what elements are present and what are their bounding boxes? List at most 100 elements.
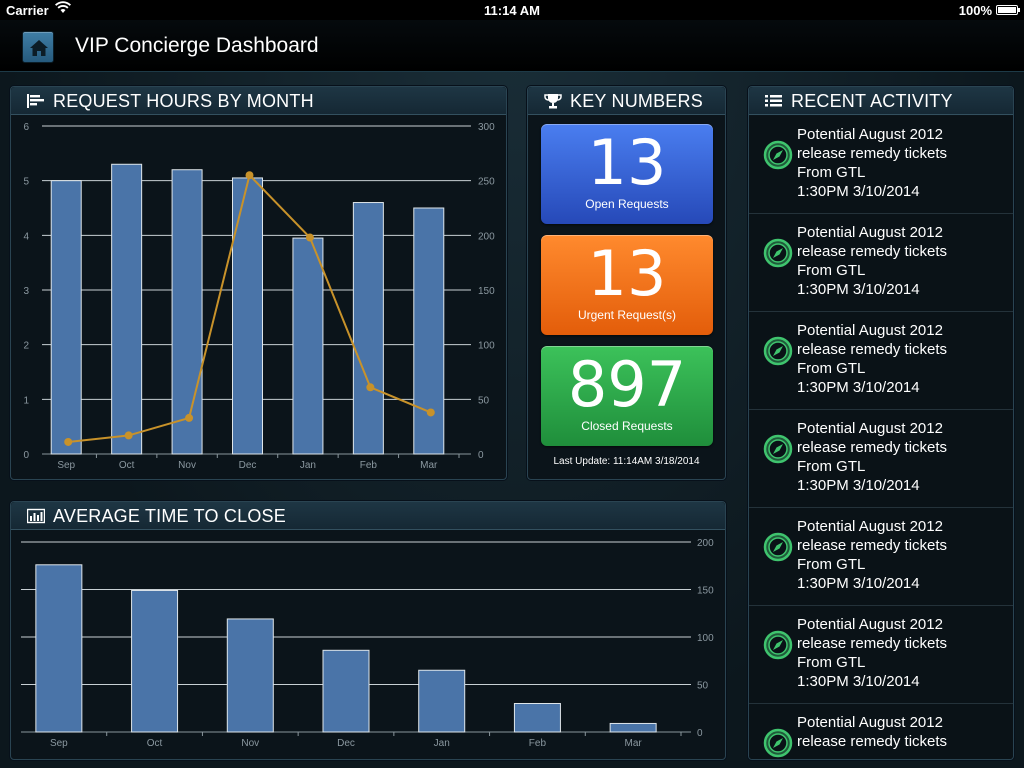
activity-timestamp: 1:30PM 3/10/2014 (797, 379, 920, 396)
activity-text: Potential August 2012 release remedy tick… (797, 321, 1007, 397)
key-numbers-header: KEY NUMBERS (528, 87, 725, 115)
recent-activity-panel: RECENT ACTIVITY Potential August 2012 rel… (748, 86, 1014, 760)
x-tick-label: Nov (178, 460, 196, 471)
open-requests-tile[interactable]: 13 Open Requests (541, 124, 713, 224)
activity-item[interactable]: Potential August 2012 release remedy tick… (749, 214, 1013, 312)
nav-bar: VIP Concierge Dashboard (0, 20, 1024, 72)
activity-item[interactable]: Potential August 2012 release remedy tick… (749, 704, 1013, 759)
trophy-icon (544, 94, 562, 109)
compass-icon (763, 434, 793, 464)
bar (418, 669, 466, 733)
x-tick-label: Oct (147, 738, 163, 749)
y-right-tick-label: 50 (697, 681, 709, 692)
bar (111, 163, 143, 455)
x-tick-label: Sep (57, 460, 75, 471)
bar (35, 564, 83, 733)
activity-text: Potential August 2012 release remedy tick… (797, 419, 1007, 495)
activity-item[interactable]: Potential August 2012 release remedy tick… (749, 116, 1013, 214)
carrier-label: Carrier (6, 3, 49, 18)
home-button[interactable] (22, 31, 54, 63)
x-tick-label: Oct (119, 460, 135, 471)
compass-icon (763, 532, 793, 562)
activity-source: From GTL (797, 360, 866, 377)
activity-source: From GTL (797, 654, 866, 671)
activity-text: Potential August 2012 release remedy tick… (797, 615, 1007, 691)
average-time-chart: 0 50 100 150 200 Sep Oct Nov Dec Jan Feb Mar (21, 538, 714, 749)
request-hours-chart: 0 1 2 3 4 5 6 0 50 100 150 200 250 300 Sep Oct Nov Dec Jan… (23, 122, 495, 471)
activity-timestamp: 1:30PM 3/10/2014 (797, 477, 920, 494)
bar (131, 589, 179, 733)
y-right-tick-label: 100 (478, 341, 495, 352)
y-right-tick-label: 100 (697, 633, 714, 644)
closed-requests-label: Closed Requests (581, 419, 673, 433)
bar (226, 618, 274, 733)
x-tick-label: Dec (337, 738, 355, 749)
activity-text: Potential August 2012 release remedy tick… (797, 223, 1007, 299)
activity-title-line2: release remedy tickets (797, 243, 948, 260)
activity-item[interactable]: Potential August 2012 release remedy tick… (749, 508, 1013, 606)
activity-timestamp: 1:30PM 3/10/2014 (797, 673, 920, 690)
activity-title-line2: release remedy tickets (797, 733, 948, 750)
y-right-tick-label: 150 (697, 586, 714, 597)
compass-icon (763, 630, 793, 660)
list-icon (765, 95, 782, 107)
activity-timestamp: 1:30PM 3/10/2014 (797, 183, 920, 200)
bar (413, 207, 445, 455)
y-left-tick-label: 0 (23, 450, 29, 461)
request-hours-title: REQUEST HOURS BY MONTH (53, 91, 314, 111)
activity-title-line1: Potential August 2012 (797, 322, 943, 339)
activity-title-line1: Potential August 2012 (797, 224, 943, 241)
y-right-tick-label: 0 (478, 450, 484, 461)
activity-title-line2: release remedy tickets (797, 341, 948, 358)
activity-source: From GTL (797, 556, 866, 573)
bar (292, 237, 324, 455)
y-left-tick-label: 5 (23, 177, 29, 188)
activity-title-line2: release remedy tickets (797, 635, 948, 652)
average-time-title: AVERAGE TIME TO CLOSE (53, 506, 286, 526)
activity-title-line2: release remedy tickets (797, 537, 948, 554)
y-left-tick-label: 1 (23, 395, 29, 406)
compass-icon (763, 238, 793, 268)
battery-percent: 100% (958, 3, 992, 18)
bar (50, 180, 82, 455)
activity-item[interactable]: Potential August 2012 release remedy tick… (749, 312, 1013, 410)
y-right-tick-label: 250 (478, 177, 495, 188)
x-tick-label: Feb (360, 460, 378, 471)
urgent-requests-tile[interactable]: 13 Urgent Request(s) (541, 235, 713, 335)
bar (352, 202, 384, 455)
battery-icon (996, 5, 1020, 15)
activity-item[interactable]: Potential August 2012 release remedy tick… (749, 410, 1013, 508)
activity-timestamp: 1:30PM 3/10/2014 (797, 575, 920, 592)
bar (513, 703, 561, 733)
activity-source: From GTL (797, 262, 866, 279)
key-numbers-panel: KEY NUMBERS 13 Open Requests 13 Urgent R… (527, 86, 726, 480)
y-left-tick-label: 4 (23, 231, 29, 242)
activity-source: From GTL (797, 458, 866, 475)
status-bar: Carrier 11:14 AM 100% (0, 0, 1024, 20)
urgent-requests-count: 13 (587, 237, 667, 310)
compass-icon (763, 728, 793, 758)
urgent-requests-label: Urgent Request(s) (577, 308, 677, 322)
compass-icon (763, 140, 793, 170)
activity-item[interactable]: Potential August 2012 release remedy tick… (749, 606, 1013, 704)
y-left-tick-label: 3 (23, 286, 29, 297)
key-numbers-title: KEY NUMBERS (570, 91, 703, 111)
line-point (426, 408, 435, 417)
x-tick-label: Jan (434, 738, 450, 749)
bar (232, 177, 263, 455)
activity-title-line1: Potential August 2012 (797, 714, 943, 731)
closed-requests-tile[interactable]: 897 Closed Requests (541, 346, 713, 446)
x-tick-label: Nov (241, 738, 259, 749)
y-left-tick-label: 2 (23, 341, 29, 352)
x-tick-label: Jan (300, 460, 316, 471)
bar (171, 169, 203, 455)
recent-activity-header: RECENT ACTIVITY (749, 87, 1013, 115)
line-point (366, 383, 375, 392)
y-right-tick-label: 300 (478, 122, 495, 133)
x-tick-label: Dec (239, 460, 257, 471)
activity-title-line2: release remedy tickets (797, 145, 948, 162)
y-right-tick-label: 0 (697, 728, 703, 739)
y-right-tick-label: 150 (478, 286, 495, 297)
bar (609, 722, 657, 733)
line-point (245, 171, 254, 180)
